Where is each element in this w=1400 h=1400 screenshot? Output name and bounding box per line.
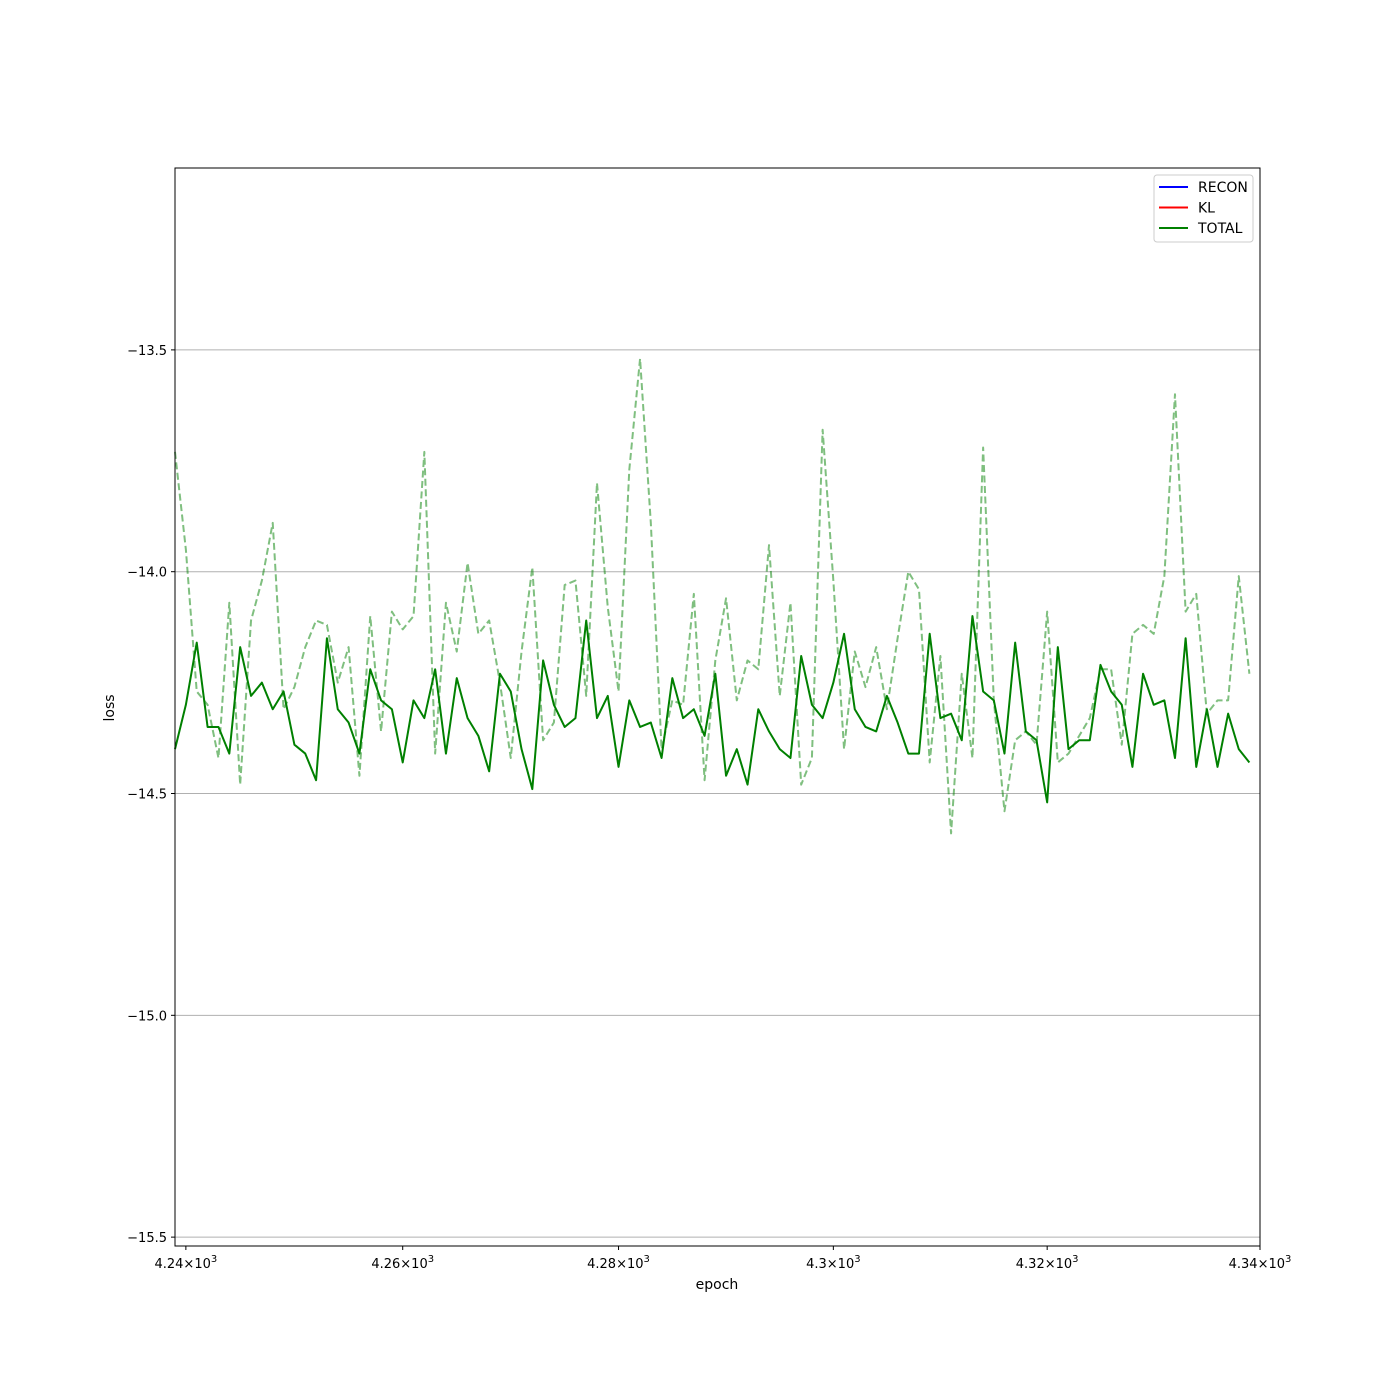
y-axis-ticks: −13.5 −14.0 −14.5 −15.0 −15.5 (127, 344, 175, 1246)
legend: RECON KL TOTAL (1153, 174, 1254, 243)
x-tick-times: × (183, 1257, 194, 1272)
legend-label: RECON (1198, 180, 1248, 196)
y-tick-label: −14.5 (127, 788, 167, 803)
legend-label: TOTAL (1197, 221, 1243, 237)
y-tick-label: −15.5 (127, 1231, 167, 1246)
x-tick-base: 10 (1268, 1257, 1285, 1272)
x-tick-label: 4.32×103 (1016, 1254, 1079, 1272)
x-tick-base: 10 (194, 1257, 211, 1272)
x-tick-times: × (827, 1257, 838, 1272)
x-tick-mantissa: 4.28 (587, 1257, 616, 1272)
y-axis-label: loss (102, 694, 118, 721)
series-line-total (174, 615, 1251, 804)
x-tick-base: 10 (838, 1257, 855, 1272)
x-tick-exponent: 3 (854, 1254, 860, 1265)
legend-label: KL (1198, 201, 1215, 217)
plot-frame (174, 167, 1261, 1247)
x-tick-base: 10 (1056, 1257, 1073, 1272)
plot-series (174, 357, 1251, 835)
x-tick-label: 4.24×103 (154, 1254, 217, 1272)
x-tick-mantissa: 4.32 (1016, 1257, 1045, 1272)
x-tick-times: × (1258, 1257, 1269, 1272)
x-tick-times: × (1045, 1257, 1056, 1272)
series-line-total-smoothed (174, 357, 1251, 835)
x-tick-times: × (400, 1257, 411, 1272)
x-tick-base: 10 (627, 1257, 644, 1272)
x-tick-exponent: 3 (644, 1254, 650, 1265)
y-tick-label: −13.5 (127, 344, 167, 359)
x-tick-label: 4.3×103 (806, 1254, 861, 1272)
x-tick-label: 4.28×103 (587, 1254, 650, 1272)
x-tick-label: 4.26×103 (371, 1254, 434, 1272)
x-tick-mantissa: 4.24 (154, 1257, 183, 1272)
x-tick-exponent: 3 (211, 1254, 217, 1265)
y-tick-label: −14.0 (127, 566, 167, 581)
x-tick-times: × (616, 1257, 627, 1272)
x-tick-base: 10 (411, 1257, 428, 1272)
x-tick-mantissa: 4.26 (371, 1257, 400, 1272)
x-axis-label: epoch (696, 1277, 739, 1293)
x-axis-ticks: 4.24×103 4.26×103 4.28×103 4.3×103 4.32×103 4… (154, 1246, 1291, 1272)
x-tick-mantissa: 4.3 (806, 1257, 827, 1272)
x-tick-mantissa: 4.34 (1229, 1257, 1258, 1272)
x-tick-label: 4.34×103 (1229, 1254, 1292, 1272)
grid-lines (175, 349, 1260, 1238)
x-tick-exponent: 3 (1285, 1254, 1291, 1265)
y-tick-label: −15.0 (127, 1009, 167, 1024)
legend-box (1153, 174, 1254, 243)
x-tick-exponent: 3 (428, 1254, 434, 1265)
x-tick-exponent: 3 (1072, 1254, 1078, 1265)
